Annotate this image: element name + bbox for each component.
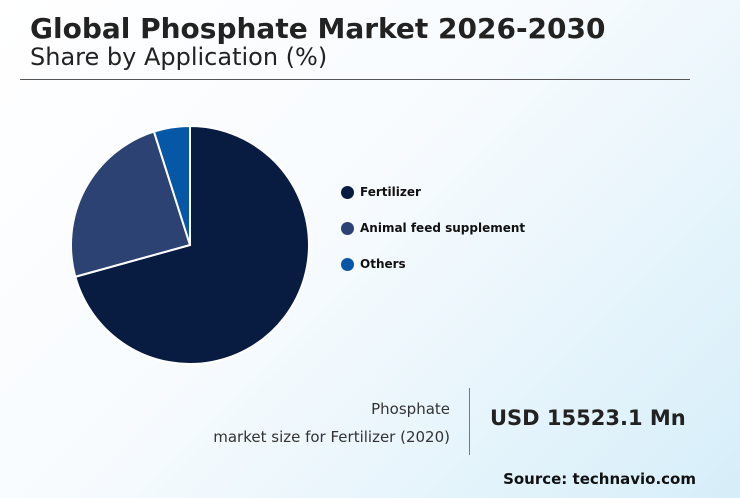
divider <box>20 79 690 80</box>
market-size-label-line1: Phosphate <box>371 400 450 418</box>
legend-label: Others <box>360 257 406 271</box>
legend-swatch <box>341 185 354 199</box>
legend-item: Fertilizer <box>341 174 525 210</box>
pie-slice-animal-feed-supplement <box>70 130 192 278</box>
legend: Fertilizer Animal feed supplement Others <box>341 174 525 282</box>
pie-slice-fertilizer <box>74 124 310 365</box>
chart-subtitle: Share by Application (%) <box>30 43 328 71</box>
legend-label: Fertilizer <box>360 185 421 199</box>
legend-swatch <box>341 257 354 271</box>
chart-title: Global Phosphate Market 2026-2030 <box>30 12 606 45</box>
legend-item: Others <box>341 246 525 282</box>
legend-swatch <box>341 221 354 235</box>
pie-slice-others <box>152 124 191 246</box>
legend-label: Animal feed supplement <box>360 221 526 235</box>
source-text: Source: technavio.com <box>503 470 696 488</box>
legend-item: Animal feed supplement <box>341 210 525 246</box>
market-size-value: USD 15523.1 Mn <box>490 406 686 430</box>
market-size-label-line2: market size for Fertilizer (2020) <box>213 428 450 446</box>
divider-vertical <box>469 388 470 455</box>
